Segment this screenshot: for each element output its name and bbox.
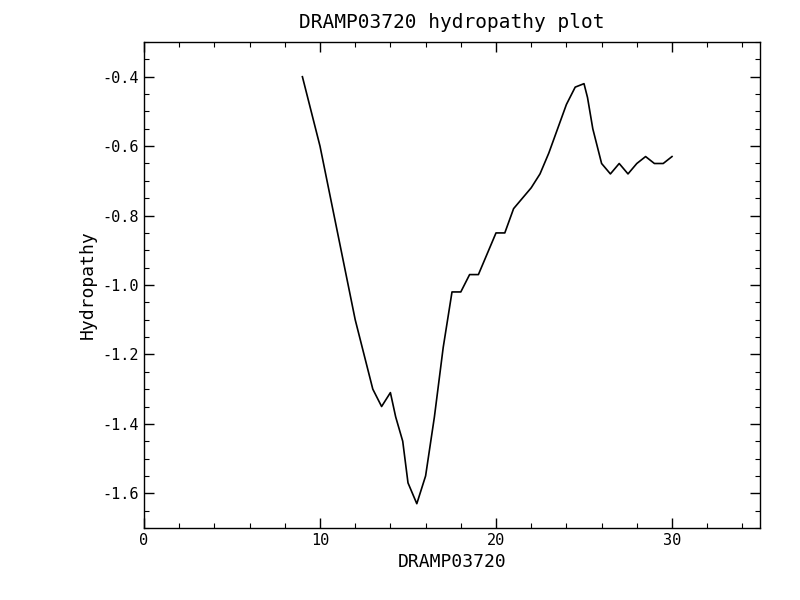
X-axis label: DRAMP03720: DRAMP03720 [398,553,506,571]
Y-axis label: Hydropathy: Hydropathy [79,230,97,340]
Title: DRAMP03720 hydropathy plot: DRAMP03720 hydropathy plot [299,13,605,32]
